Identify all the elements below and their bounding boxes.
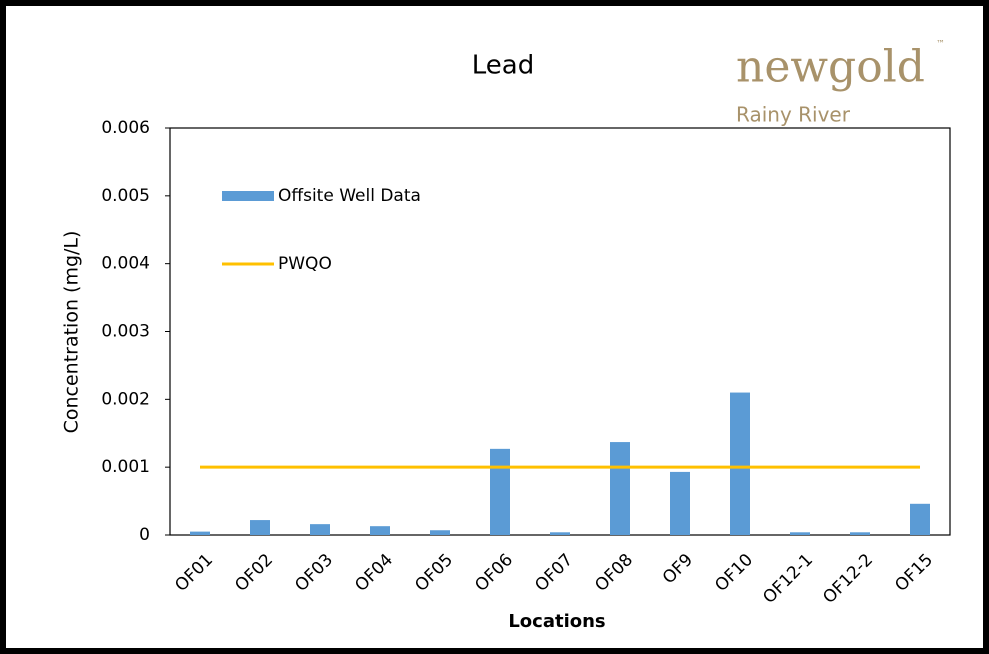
chart-title: Lead bbox=[472, 51, 534, 81]
y-tick-label: 0.002 bbox=[101, 389, 150, 409]
bar bbox=[550, 532, 570, 535]
y-tick-label: 0.001 bbox=[101, 457, 150, 477]
bar bbox=[190, 531, 210, 535]
bar bbox=[670, 471, 690, 535]
logo-tm: ™ bbox=[936, 40, 945, 50]
bar bbox=[910, 503, 930, 535]
bar bbox=[790, 532, 810, 535]
bar bbox=[430, 530, 450, 535]
y-tick-label: 0.005 bbox=[101, 186, 150, 206]
legend-swatch bbox=[222, 191, 274, 201]
y-axis-label: Concentration (mg/L) bbox=[61, 231, 83, 434]
logo-name: newgold bbox=[736, 42, 925, 93]
bar bbox=[850, 532, 870, 535]
bar bbox=[250, 520, 270, 535]
x-axis-label: Locations bbox=[508, 611, 605, 632]
y-tick-label: 0.003 bbox=[101, 322, 150, 342]
y-tick-label: 0.004 bbox=[101, 254, 150, 274]
logo-subtitle: Rainy River bbox=[736, 103, 851, 127]
bar bbox=[310, 524, 330, 535]
legend-label: PWQO bbox=[278, 254, 332, 274]
bar bbox=[370, 526, 390, 535]
bar bbox=[730, 392, 750, 535]
y-tick-label: 0.006 bbox=[101, 118, 150, 138]
legend-label: Offsite Well Data bbox=[278, 186, 421, 206]
bar bbox=[490, 448, 510, 535]
y-tick-label: 0 bbox=[139, 525, 150, 545]
bar bbox=[610, 442, 630, 535]
